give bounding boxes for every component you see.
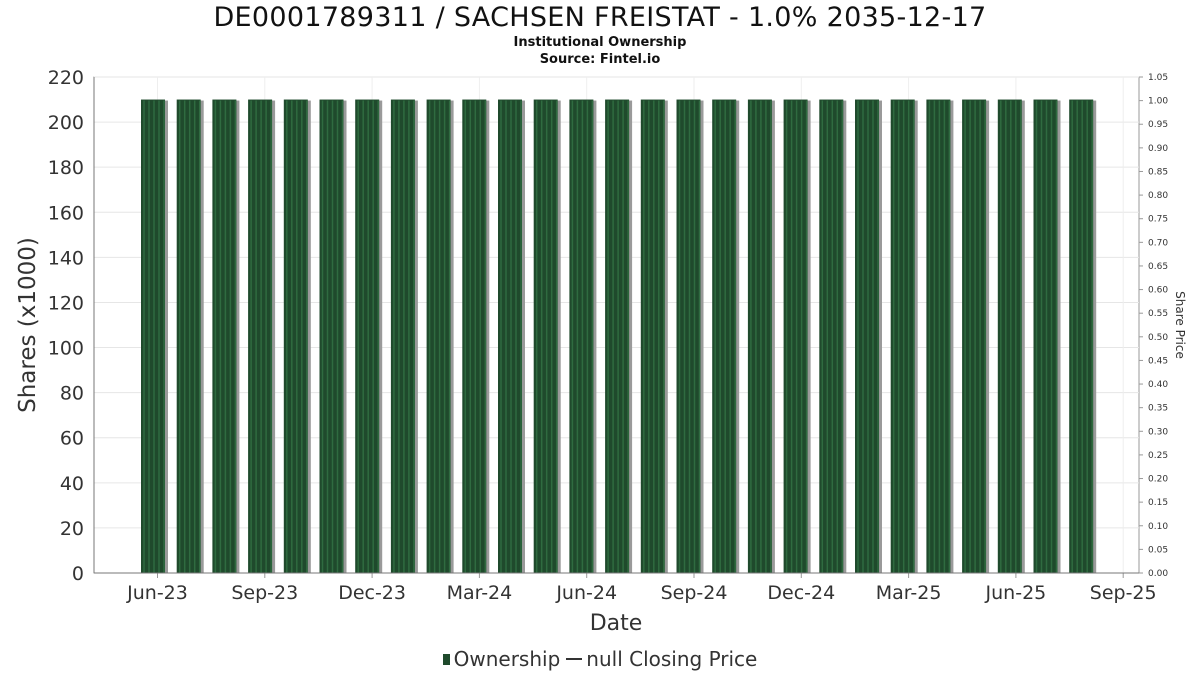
ownership-bar — [569, 99, 594, 573]
chart-title: DE0001789311 / SACHSEN FREISTAT - 1.0% 2… — [213, 2, 987, 33]
y-tick-label: 160 — [48, 202, 84, 224]
y-tick-label: 180 — [48, 157, 84, 179]
x-tick-label: Dec-24 — [767, 582, 835, 604]
ownership-bar — [498, 99, 522, 573]
ownership-bar — [176, 99, 201, 573]
ownership-bar — [997, 99, 1022, 573]
x-axis-label: Date — [590, 611, 643, 636]
ownership-bar — [855, 99, 879, 573]
y2-tick-label: 0.15 — [1148, 498, 1168, 508]
ownership-bar — [248, 99, 273, 573]
ownership-bar — [605, 99, 630, 573]
y2-tick-label: 0.30 — [1148, 427, 1168, 437]
ownership-bar — [283, 99, 308, 573]
ownership-bar — [712, 99, 737, 573]
ownership-bar — [747, 99, 772, 573]
y-tick-label: 100 — [48, 338, 84, 360]
ownership-bar — [426, 99, 451, 573]
y2-tick-label: 0.75 — [1148, 215, 1168, 225]
y2-tick-label: 1.00 — [1148, 97, 1168, 107]
y-tick-label: 20 — [60, 518, 84, 540]
chart-subtitle: Institutional Ownership — [513, 35, 687, 50]
y2-tick-label: 0.70 — [1148, 238, 1168, 248]
y-axis-label: Shares (x1000) — [15, 237, 41, 413]
x-tick-label: Dec-23 — [338, 582, 406, 604]
ownership-bar — [783, 99, 808, 573]
x-tick-label: Sep-24 — [661, 582, 728, 604]
ownership-bar — [533, 99, 558, 573]
y-tick-label: 220 — [48, 67, 84, 89]
ownership-bar — [890, 99, 915, 573]
ownership-bar — [212, 99, 237, 573]
chart-source: Source: Fintel.io — [539, 52, 661, 67]
y2-tick-label: 0.35 — [1148, 404, 1168, 414]
y2-tick-label: 0.55 — [1148, 309, 1168, 319]
x-tick-label: Sep-25 — [1090, 582, 1157, 604]
y2-tick-label: 0.90 — [1148, 144, 1168, 154]
ownership-bar — [676, 99, 701, 573]
ownership-bar — [962, 99, 987, 573]
legend-ownership-label: Ownership — [453, 647, 561, 671]
y-tick-label: 40 — [60, 473, 84, 495]
chart-legend: Ownership null Closing Price — [0, 647, 1200, 671]
y2-tick-label: 0.40 — [1148, 380, 1168, 390]
y2-tick-label: 0.20 — [1148, 475, 1168, 485]
ownership-bar — [462, 99, 487, 573]
y2-tick-label: 0.10 — [1148, 522, 1168, 532]
y2-tick-label: 0.95 — [1148, 120, 1168, 130]
x-tick-label: Mar-24 — [447, 582, 513, 604]
ownership-bar — [319, 99, 344, 573]
y-tick-label: 80 — [60, 383, 84, 405]
y2-tick-label: 0.80 — [1148, 191, 1168, 201]
y-tick-label: 140 — [48, 247, 84, 269]
x-tick-label: Jun-24 — [555, 582, 617, 604]
y2-tick-label: 0.65 — [1148, 262, 1168, 272]
y2-tick-label: 0.50 — [1148, 333, 1168, 343]
y2-tick-label: 0.60 — [1148, 286, 1168, 296]
y-tick-label: 120 — [48, 292, 84, 314]
ownership-bar — [640, 99, 665, 573]
x-tick-label: Jun-23 — [126, 582, 188, 604]
y-tick-label: 60 — [60, 428, 84, 450]
ownership-bar — [1033, 99, 1058, 573]
legend-ownership-swatch — [442, 654, 450, 665]
legend-price-label: null Closing Price — [586, 647, 758, 671]
x-tick-label: Sep-23 — [231, 582, 298, 604]
x-tick-label: Mar-25 — [876, 582, 942, 604]
y2-tick-label: 1.05 — [1148, 73, 1168, 83]
y2-axis-label: Share Price — [1173, 291, 1187, 359]
ownership-bar — [390, 99, 415, 573]
y-tick-label: 0 — [72, 563, 84, 585]
legend-price-swatch — [566, 658, 583, 660]
ownership-bar — [1069, 99, 1094, 573]
y2-tick-label: 0.85 — [1148, 167, 1168, 177]
y2-tick-label: 0.00 — [1148, 569, 1168, 579]
ownership-bar — [926, 99, 951, 573]
y2-tick-label: 0.25 — [1148, 451, 1168, 461]
x-tick-label: Jun-25 — [985, 582, 1047, 604]
y2-tick-label: 0.45 — [1148, 356, 1168, 366]
y2-tick-label: 0.05 — [1148, 545, 1168, 555]
ownership-bar — [819, 99, 844, 573]
ownership-bar — [355, 99, 380, 573]
y-tick-label: 200 — [48, 112, 84, 134]
ownership-bar — [141, 99, 165, 573]
